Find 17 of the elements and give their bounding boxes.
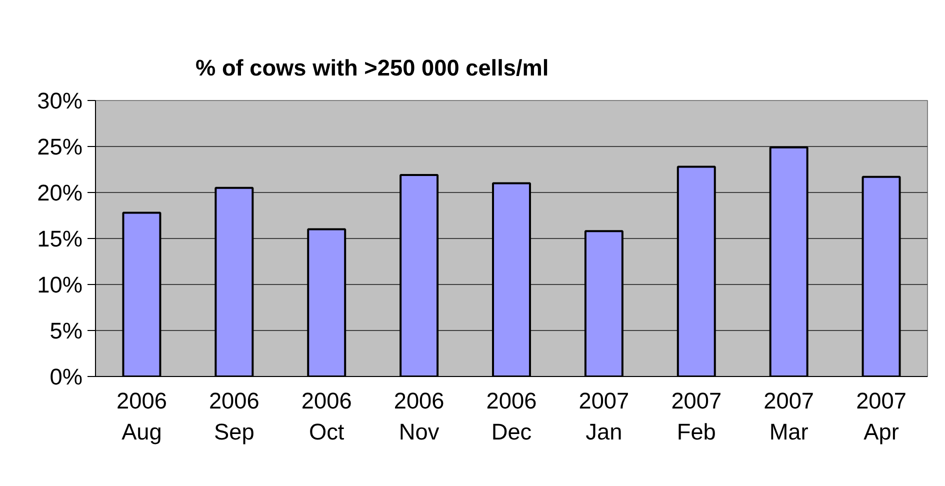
x-tick-label: 2007 Apr: [856, 388, 906, 445]
x-tick-label: 2006 Nov: [394, 388, 444, 445]
x-tick-label: 2007 Jan: [578, 388, 630, 445]
x-tick-label: 2007 Mar: [764, 388, 814, 445]
x-tick-label: 2006 Sep: [208, 388, 260, 445]
y-tick-label: 20%: [37, 180, 83, 206]
y-tick-label: 5%: [50, 318, 83, 344]
x-tick-label: 2006 Oct: [301, 388, 352, 445]
y-tick-label: 30%: [37, 88, 83, 114]
x-tick-label: 2006 Aug: [116, 388, 167, 445]
y-tick-label: 10%: [37, 272, 83, 298]
y-tick-label: 0%: [50, 364, 83, 390]
chart-title: % of cows with >250 000 cells/ml: [196, 54, 549, 80]
x-tick-label: 2007 Feb: [671, 388, 722, 445]
y-tick-label: 25%: [37, 134, 83, 160]
y-tick-label: 15%: [37, 226, 83, 252]
x-tick-label: 2006 Dec: [486, 388, 537, 445]
